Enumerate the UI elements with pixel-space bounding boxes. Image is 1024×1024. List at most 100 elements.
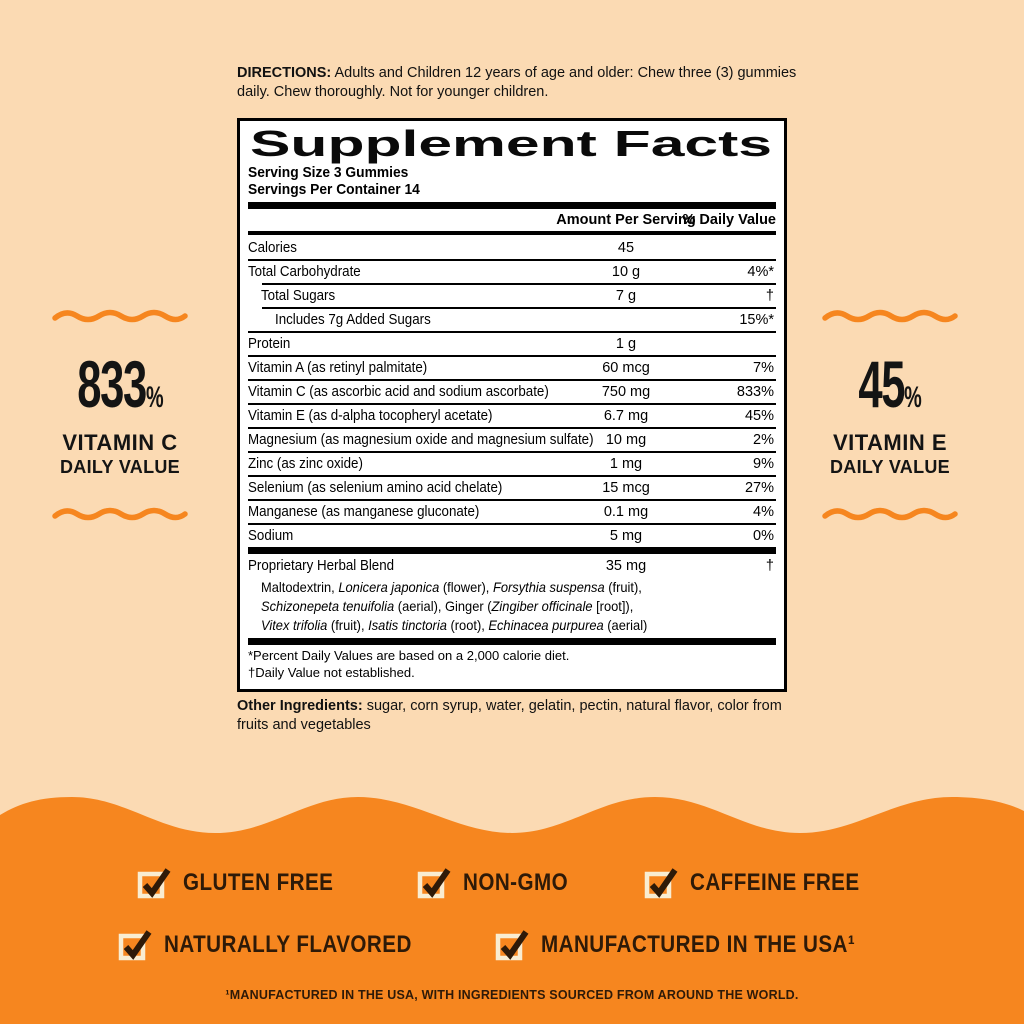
facts-row: Includes 7g Added Sugars 15%* [248,307,776,331]
nutrient-amount: 1 mg [609,456,643,472]
nutrient-name: Protein [248,336,291,352]
checkbox-checked-icon [119,930,152,961]
callout-caption: DAILY VALUE [830,457,950,477]
nutrient-daily-value: 15%* [739,312,774,328]
divider-medium [248,231,776,235]
column-header-daily-value: % Daily Value [682,212,777,228]
facts-row: Sodium 5 mg 0% [248,523,776,547]
badge-caffeine-free: CAFFEINE FREE [643,866,887,900]
badge-non-gmo: NON-GMO [416,866,585,900]
facts-row: Vitamin A (as retinyl palmitate) 60 mcg 7% [248,355,776,379]
facts-row: Total Carbohydrate 10 g 4%* [248,259,776,283]
herbal-blend-ingredients-line: Vitex trifolia (fruit), Isatis tinctoria… [261,617,648,633]
checkbox-checked-icon [645,868,678,899]
herbal-blend-ingredients-line: Schizonepeta tenuifolia (aerial), Ginger… [261,598,634,614]
nutrient-name: Includes 7g Added Sugars [275,312,431,328]
callout-vitamin-c: 833% VITAMIN C DAILY VALUE [36,306,204,524]
facts-rows: Calories 45 Total Carbohydrate 10 g 4%* Total… [248,235,776,547]
row-divider [248,379,776,381]
row-divider [262,283,776,285]
nutrient-daily-value: 833% [736,384,774,400]
row-divider [248,523,776,525]
nutrient-amount: 0.1 mg [603,504,649,520]
divider-thick [248,638,776,645]
nutrient-daily-value: 2% [753,432,774,448]
row-divider [248,427,776,429]
nutrient-amount: 5 mg [609,528,643,544]
bottom-band: GLUTEN FREE NON-GMO CAFFEINE FREE NATURALL… [0,770,1024,1024]
row-divider [248,451,776,453]
facts-row: Calories 45 [248,235,776,259]
nutrient-daily-value: 45% [744,408,774,424]
row-divider [248,499,776,501]
nutrient-name: Total Carbohydrate [248,264,361,280]
wave-shape [0,797,1024,1024]
divider-thick [248,547,776,554]
row-divider [248,475,776,477]
badge-row-1: GLUTEN FREE NON-GMO CAFFEINE FREE [0,866,1024,900]
badge-manufactured-in-the-usa: MANUFACTURED IN THE USA¹ [494,928,906,962]
column-headers: Amount Per Serving % Daily Value [248,209,776,231]
other-ingredients: Other Ingredients: sugar, corn syrup, wa… [237,698,782,733]
supplement-facts-title: Supplement Facts [250,126,772,164]
callout-vitamin-e: 45% VITAMIN E DAILY VALUE [806,306,974,524]
facts-row: Protein 1 g [248,331,776,355]
nutrient-daily-value: 7% [753,360,774,376]
herbal-blend-dv: † [765,558,774,574]
badge-label: CAFFEINE FREE [690,869,860,896]
row-divider [262,307,776,309]
badge-row-2: NATURALLY FLAVORED MANUFACTURED IN THE US… [0,928,1024,962]
checkbox-checked-icon [496,930,529,961]
nutrient-daily-value: † [765,288,774,304]
squiggle-icon [822,309,958,323]
other-ingredients-label: Other Ingredients: [237,698,363,714]
nutrient-amount: 10 g [611,264,641,280]
footnote-daily-values: *Percent Daily Values are based on a 2,0… [248,648,570,663]
checkbox-checked-icon [138,868,171,899]
callout-nutrient: VITAMIN C [62,430,178,455]
squiggle-icon [822,507,958,521]
herbal-blend-row: Proprietary Herbal Blend 35 mg † [248,554,776,578]
row-divider [248,403,776,405]
footnote-not-established: †Daily Value not established. [248,664,415,680]
nutrient-amount: 750 mg [601,384,651,400]
badge-label: GLUTEN FREE [183,869,334,896]
usa-footnote: ¹MANUFACTURED IN THE USA, WITH INGREDIEN… [225,988,799,1002]
column-header-amount: Amount Per Serving [556,212,696,228]
checkbox-checked-icon [418,868,451,899]
callout-value: 45% [858,347,922,421]
row-divider [248,331,776,333]
nutrient-daily-value: 4%* [747,264,774,280]
serving-size: Serving Size 3 Gummies [248,164,409,181]
squiggle-icon [52,309,188,323]
nutrient-name: Vitamin C (as ascorbic acid and sodium a… [248,384,549,400]
nutrient-name: Sodium [248,528,294,544]
facts-footnotes: *Percent Daily Values are based on a 2,0… [248,645,776,681]
nutrient-daily-value: 27% [744,480,774,496]
servings-per-container: Servings Per Container 14 [248,181,420,198]
nutrient-amount: 15 mcg [602,480,650,496]
nutrient-name: Vitamin E (as d-alpha tocopheryl acetate… [248,408,493,424]
nutrient-name: Magnesium (as magnesium oxide and magnes… [248,432,594,448]
facts-row: Selenium (as selenium amino acid chelate… [248,475,776,499]
nutrient-daily-value: 4% [753,504,774,520]
nutrient-daily-value: 9% [753,456,774,472]
row-divider [248,259,776,261]
supplement-facts-panel: Supplement Facts Serving Size 3 Gummies … [237,118,787,692]
herbal-blend-amount: 35 mg [605,558,647,574]
nutrient-daily-value: 0% [753,528,774,544]
squiggle-icon [52,507,188,521]
nutrient-amount: 7 g [615,288,637,304]
badge-label: NON-GMO [463,869,569,896]
herbal-blend-name: Proprietary Herbal Blend [248,558,395,574]
nutrient-name: Manganese (as manganese gluconate) [248,504,480,520]
nutrient-amount: 45 [617,240,635,256]
facts-row: Vitamin E (as d-alpha tocopheryl acetate… [248,403,776,427]
facts-row: Vitamin C (as ascorbic acid and sodium a… [248,379,776,403]
herbal-blend-lines: Maltodextrin, Lonicera japonica (flower)… [248,578,776,635]
nutrient-name: Calories [248,240,297,256]
badge-label: MANUFACTURED IN THE USA¹ [541,931,856,958]
directions-text: DIRECTIONS: Adults and Children 12 years… [237,65,797,100]
nutrient-amount: 10 mg [605,432,647,448]
